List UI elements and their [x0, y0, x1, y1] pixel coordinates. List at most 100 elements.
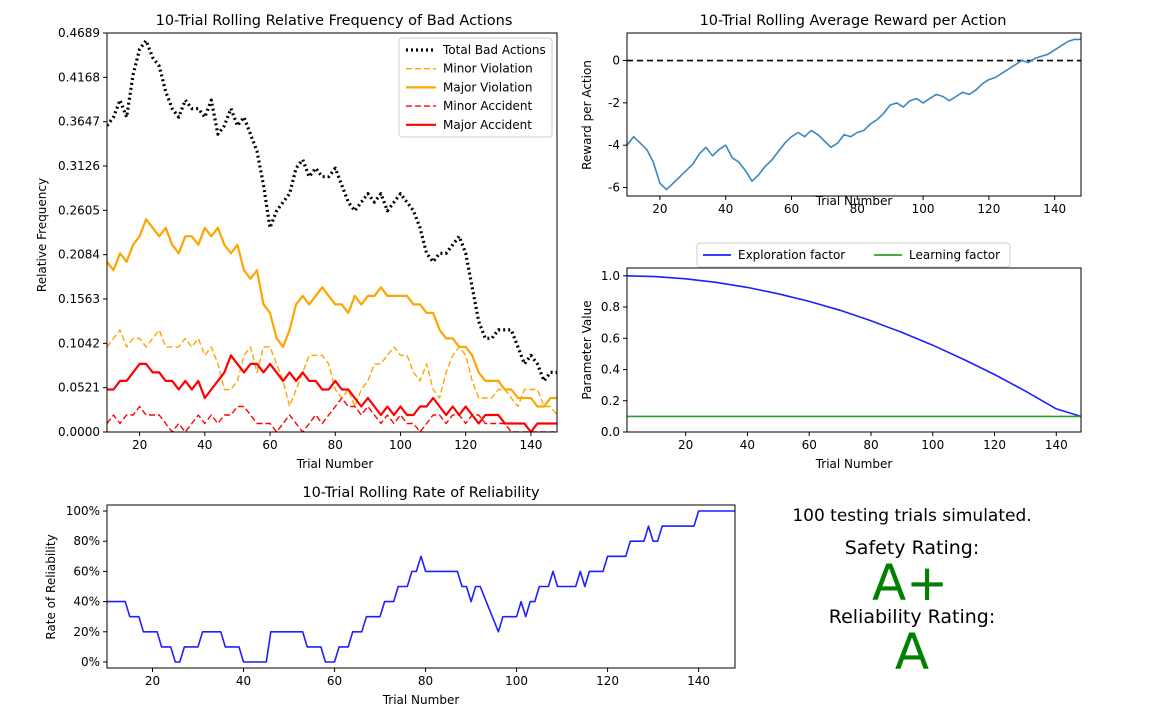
x-tick-label: 100: [921, 438, 944, 452]
x-tick-label: 140: [687, 674, 710, 688]
legend-label: Total Bad Actions: [442, 43, 546, 57]
y-tick-label: 20%: [73, 625, 100, 639]
x-tick-label: 100: [389, 438, 412, 452]
legend-label: Exploration factor: [738, 248, 845, 262]
y-tick-label: 1.0: [601, 269, 620, 283]
series-line-minor-violation: [107, 329, 557, 416]
legend-label: Minor Accident: [443, 99, 533, 113]
x-tick-label: 20: [145, 674, 160, 688]
safety-rating-label: Safety Rating:: [845, 537, 979, 559]
x-tick-label: 120: [596, 674, 619, 688]
x-tick-label: 120: [977, 202, 1000, 216]
y-tick-label: 0.2084: [58, 248, 100, 262]
y-tick-label: 0.3647: [58, 115, 100, 129]
y-tick-label: 0.0000: [58, 425, 100, 439]
x-tick-label: 100: [505, 674, 528, 688]
reward-frame: [626, 32, 1082, 197]
reliability-rating-grade: A: [895, 623, 929, 681]
x-tick-label: 80: [863, 438, 878, 452]
reliability-series: [107, 510, 735, 663]
y-tick-label: 0.1563: [58, 292, 100, 306]
legend-box: [398, 37, 553, 138]
series-line-major-accident: [107, 354, 557, 432]
summary-panel: 100 testing trials simulated. Safety Rat…: [792, 506, 1031, 681]
parameters-legend: Exploration factor Learning factor: [696, 242, 1011, 268]
y-tick-label: -6: [608, 181, 620, 195]
y-tick-label: 0.6: [601, 331, 620, 345]
y-tick-label: 0.1042: [58, 336, 100, 350]
x-tick-label: 100: [912, 202, 935, 216]
parameters-series: [627, 275, 1081, 418]
bad-actions-legend: Total Bad Actions Minor Violation Major Vi…: [398, 37, 553, 138]
y-tick-label: 0.0521: [58, 381, 100, 395]
x-tick-label: 60: [784, 202, 799, 216]
trials-simulated-text: 100 testing trials simulated.: [792, 506, 1031, 526]
x-tick-label: 80: [850, 202, 865, 216]
reward-axes: 20 40 60 80 100 120 140 0 -2 -4 -6: [608, 54, 1066, 216]
y-tick-label: 0: [612, 54, 620, 68]
bad-actions-ylabel: Relative Frequency: [35, 178, 49, 292]
legend-items: Total Bad Actions Minor Violation Major Vi…: [406, 43, 546, 132]
bad-actions-series: [107, 38, 557, 432]
bad-actions-axes: 20 40 60 80 100 120 140 0.0000 0.0521 0.1042 0.156…: [58, 26, 542, 452]
x-tick-label: 40: [740, 438, 755, 452]
reliability-ylabel: Rate of Reliability: [44, 534, 58, 639]
reward-xlabel: Trial Number: [815, 194, 893, 208]
legend-label: Learning factor: [909, 248, 1000, 262]
reliability-xlabel: Trial Number: [382, 693, 460, 707]
legend-label: Major Accident: [443, 118, 532, 132]
x-tick-label: 140: [1043, 202, 1066, 216]
reliability-axes: 20 40 60 80 100 120 140 0% 20% 40% 60% 80% 100%: [66, 504, 710, 688]
y-tick-label: 80%: [73, 534, 100, 548]
series-line-minor-accident: [107, 397, 557, 432]
reward-series: [627, 38, 1081, 191]
x-tick-label: 40: [197, 438, 212, 452]
y-tick-label: 100%: [66, 504, 100, 518]
x-tick-label: 120: [983, 438, 1006, 452]
y-tick-label: 0.2605: [58, 203, 100, 217]
y-tick-label: 0.0: [601, 425, 620, 439]
x-tick-label: 140: [1045, 438, 1068, 452]
parameters-xlabel: Trial Number: [815, 457, 893, 471]
x-tick-label: 60: [802, 438, 817, 452]
y-tick-label: -2: [608, 96, 620, 110]
x-tick-label: 60: [327, 674, 342, 688]
reward-ylabel: Reward per Action: [580, 60, 594, 170]
legend-label: Major Violation: [443, 80, 532, 94]
series-line-series-0: [107, 510, 735, 663]
y-tick-label: 0%: [81, 655, 100, 669]
y-tick-label: 40%: [73, 595, 100, 609]
reliability-rating-label: Reliability Rating:: [829, 606, 996, 628]
x-tick-label: 20: [678, 438, 693, 452]
bad-actions-xlabel: Trial Number: [296, 457, 374, 471]
series-line-total-bad-actions: [107, 38, 557, 383]
x-tick-label: 60: [262, 438, 277, 452]
x-tick-label: 120: [454, 438, 477, 452]
y-tick-label: 0.4168: [58, 70, 100, 84]
series-line-major-violation: [107, 218, 557, 408]
reward-chart: 10-Trial Rolling Average Reward per Acti…: [580, 13, 1082, 216]
y-tick-label: 0.3126: [58, 159, 100, 173]
safety-rating-grade: A+: [872, 554, 948, 612]
legend-items: Exploration factor Learning factor: [703, 248, 1000, 262]
x-tick-label: 80: [418, 674, 433, 688]
x-tick-label: 20: [132, 438, 147, 452]
bad-actions-title: 10-Trial Rolling Relative Frequency of B…: [156, 13, 513, 29]
parameters-frame: [626, 267, 1082, 433]
y-tick-label: 0.8: [601, 300, 620, 314]
reward-title: 10-Trial Rolling Average Reward per Acti…: [700, 13, 1007, 29]
y-tick-label: 0.2: [601, 394, 620, 408]
x-tick-label: 40: [236, 674, 251, 688]
y-tick-label: -4: [608, 138, 620, 152]
y-tick-label: 0.4689: [58, 26, 100, 40]
y-tick-label: 60%: [73, 564, 100, 578]
x-tick-label: 40: [718, 202, 733, 216]
reliability-frame: [106, 504, 736, 669]
legend-box: [696, 242, 1011, 268]
x-tick-label: 20: [652, 202, 667, 216]
y-tick-label: 0.4: [601, 363, 620, 377]
parameters-chart: Exploration factor Learning factor 20 40 60…: [580, 242, 1082, 471]
parameters-axes: 20 40 60 80 100 120 140 0.0 0.2 0.4 0.6 0.8 1.0: [601, 269, 1068, 452]
series-line-series-0: [627, 38, 1081, 191]
reliability-chart: 10-Trial Rolling Rate of Reliability 20 4…: [44, 485, 736, 707]
